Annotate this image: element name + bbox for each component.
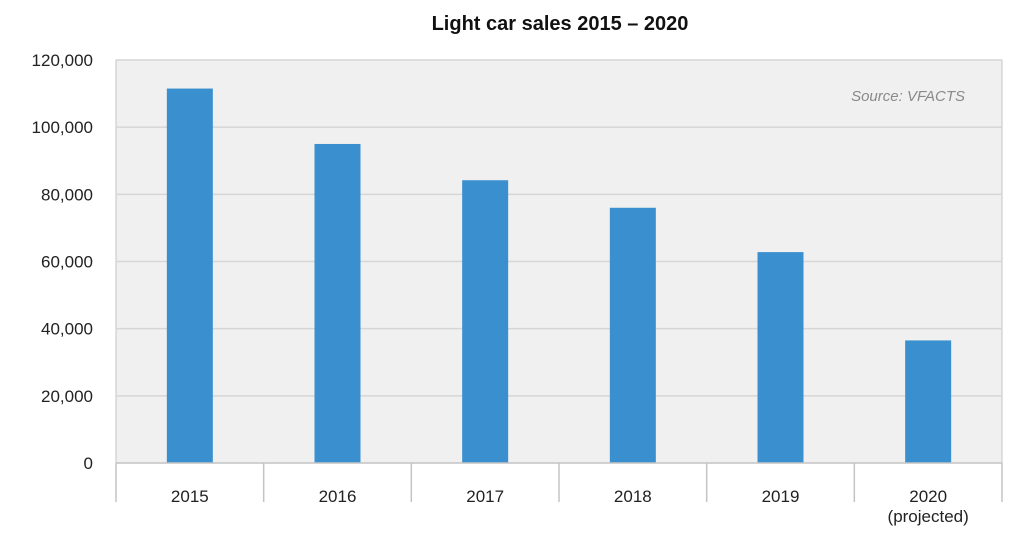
bar (757, 252, 804, 463)
x-axis (115, 462, 1003, 502)
gridlines (116, 59, 1002, 397)
y-tick-label: 120,000 (32, 51, 93, 70)
x-tick-label: 2017 (466, 487, 504, 506)
y-axis: 0 20,000 40,000 60,000 80,000 100,000 120,000 (32, 51, 93, 473)
x-tick-label: 2018 (614, 487, 652, 506)
bar (905, 340, 952, 463)
y-tick-label: 100,000 (32, 118, 93, 137)
bar (166, 88, 213, 463)
y-tick-label: 60,000 (41, 253, 93, 272)
bar (462, 180, 509, 463)
bar (609, 207, 656, 463)
x-tick-label: 2016 (319, 487, 357, 506)
x-tick-label: 2019 (762, 487, 800, 506)
y-tick-label: 80,000 (41, 185, 93, 204)
chart-title: Light car sales 2015 – 2020 (432, 13, 689, 35)
y-tick-label: 40,000 (41, 320, 93, 339)
x-tick-sublabel: (projected) (888, 507, 969, 526)
source-note: Source: VFACTS (851, 88, 965, 105)
x-tick-label: 2020 (909, 487, 947, 506)
y-tick-label: 0 (84, 454, 93, 473)
y-tick-label: 20,000 (41, 387, 93, 406)
x-tick-label: 2015 (171, 487, 209, 506)
bars (166, 88, 952, 464)
bar (314, 143, 361, 464)
x-tick-labels: 2015 2016 2017 2018 2019 2020(projected) (171, 487, 969, 526)
